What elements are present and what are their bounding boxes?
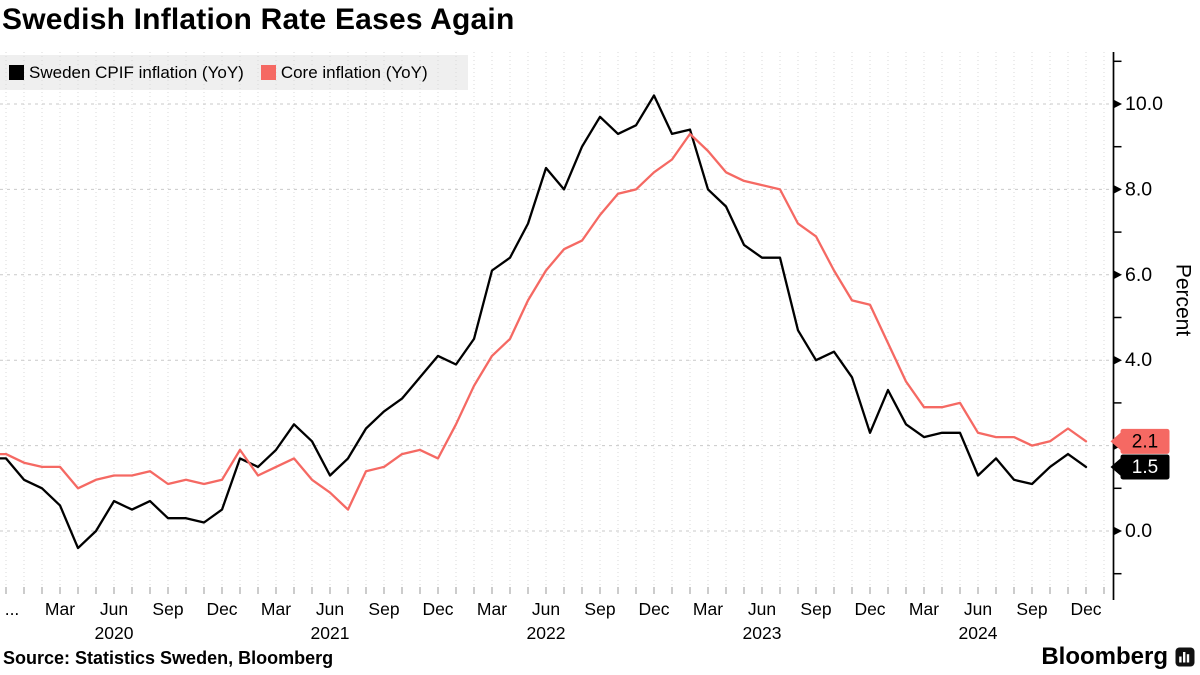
legend: Sweden CPIF inflation (YoY) Core inflati…: [0, 55, 468, 90]
x-year-label: 2020: [95, 623, 134, 643]
x-year-label: 2023: [743, 623, 782, 643]
y-tick-label: 4.0: [1125, 349, 1152, 371]
legend-item-core: Core inflation (YoY): [260, 62, 428, 83]
core-legend-swatch: [260, 65, 276, 80]
cpif-badge-arrow: [1110, 457, 1122, 477]
x-year-label: 2021: [311, 623, 350, 643]
bloomberg-terminal-icon: [1175, 647, 1195, 667]
core-legend-label: Core inflation (YoY): [280, 62, 428, 82]
x-tick-label: Dec: [638, 599, 669, 619]
cpif-legend-swatch: [9, 65, 24, 80]
x-tick-label: Jun: [100, 599, 128, 619]
x-tick-label: Jun: [748, 599, 776, 619]
core-value-badge: [1120, 428, 1170, 454]
source-note: Source: Statistics Sweden, Bloomberg: [3, 648, 334, 668]
x-year-label: 2024: [959, 623, 998, 643]
x-tick-label: Mar: [261, 599, 291, 619]
x-tick-label: Dec: [854, 599, 885, 619]
x-tick-label: Dec: [1070, 599, 1101, 619]
cpif-line: [0, 94, 1088, 550]
y-tick-label: 10.0: [1125, 93, 1163, 115]
bloomberg-wordmark: Bloomberg: [1041, 643, 1168, 670]
cpif-legend-label: Sweden CPIF inflation (YoY): [29, 62, 244, 82]
badge-value: 1.5: [1132, 457, 1158, 478]
x-year-label: 2022: [527, 623, 566, 643]
x-tick-label: Mar: [693, 599, 723, 619]
chart-title: Swedish Inflation Rate Eases Again: [2, 3, 515, 36]
core-badge-arrow: [1110, 431, 1122, 451]
x-tick-label: Jun: [316, 599, 344, 619]
y-tick-label: 6.0: [1125, 264, 1152, 286]
badge-value: 2.1: [1132, 431, 1158, 452]
legend-item-cpif: Sweden CPIF inflation (YoY): [9, 63, 244, 83]
x-tick-label: Dec: [422, 599, 453, 619]
x-tick-label: Jun: [964, 599, 992, 619]
bloomberg-logo: Bloomberg: [1041, 643, 1195, 671]
cpif-value-badge: [1120, 454, 1170, 480]
x-tick-label: Sep: [368, 599, 399, 619]
x-tick-label: Dec: [206, 599, 237, 619]
x-tick-label: Sep: [152, 599, 183, 619]
y-axis-title: Percent: [1172, 264, 1195, 337]
x-tick-label: Sep: [800, 599, 831, 619]
x-tick-label: Mar: [45, 599, 75, 619]
x-tick-label-lead: ...: [5, 599, 20, 619]
x-tick-label: Mar: [477, 599, 507, 619]
y-tick-label: 8.0: [1125, 178, 1152, 200]
core-line: [0, 132, 1088, 511]
x-tick-label: Jun: [532, 599, 560, 619]
x-tick-label: Sep: [1016, 599, 1047, 619]
y-tick-label: 0.0: [1125, 520, 1152, 542]
x-tick-label: Sep: [584, 599, 615, 619]
x-tick-label: Mar: [909, 599, 939, 619]
